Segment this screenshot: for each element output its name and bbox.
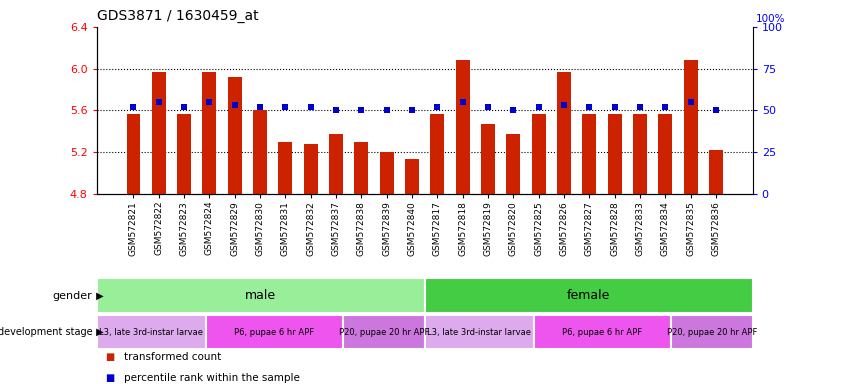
Bar [329,134,343,194]
Bar [177,114,191,194]
Text: P6, pupae 6 hr APF: P6, pupae 6 hr APF [563,328,643,337]
Bar [709,150,723,194]
Point [659,104,672,110]
Bar [481,124,495,194]
Text: ■: ■ [105,373,114,384]
Text: P20, pupae 20 hr APF: P20, pupae 20 hr APF [667,328,757,337]
Point [633,104,647,110]
Point [709,107,722,114]
Bar [97,315,206,349]
Bar [278,142,293,194]
Bar [425,278,753,313]
Bar [608,114,621,194]
Point [304,104,318,110]
Text: male: male [245,289,277,302]
Point [608,104,621,110]
Bar [557,72,571,194]
Bar [431,114,444,194]
Text: ▶: ▶ [93,327,104,337]
Bar [456,60,469,194]
Point [431,104,444,110]
Bar [253,111,267,194]
Bar [506,134,521,194]
Point [127,104,140,110]
Point [253,104,267,110]
Point [684,99,697,105]
Point [405,107,419,114]
Point [558,102,571,108]
Text: L3, late 3rd-instar larvae: L3, late 3rd-instar larvae [99,328,204,337]
Text: L3, late 3rd-instar larvae: L3, late 3rd-instar larvae [427,328,532,337]
Bar [425,315,534,349]
Bar [582,114,596,194]
Bar [670,315,753,349]
Point [278,104,292,110]
Text: gender: gender [53,291,93,301]
Point [481,104,495,110]
Text: ■: ■ [105,352,114,362]
Text: GDS3871 / 1630459_at: GDS3871 / 1630459_at [97,9,258,23]
Text: development stage: development stage [0,327,93,337]
Point [203,99,216,105]
Bar [228,77,241,194]
Bar [684,60,697,194]
Bar [126,114,140,194]
Text: 100%: 100% [755,13,785,23]
Text: transformed count: transformed count [124,352,221,362]
Point [583,104,596,110]
Bar [532,114,546,194]
Text: female: female [567,289,611,302]
Bar [203,72,216,194]
Text: P6, pupae 6 hr APF: P6, pupae 6 hr APF [235,328,315,337]
Bar [633,114,647,194]
Point [532,104,545,110]
Point [380,107,394,114]
Bar [97,278,425,313]
Text: P20, pupae 20 hr APF: P20, pupae 20 hr APF [339,328,429,337]
Text: percentile rank within the sample: percentile rank within the sample [124,373,299,384]
Bar [534,315,670,349]
Bar [304,144,318,194]
Point [152,99,166,105]
Point [456,99,469,105]
Point [355,107,368,114]
Point [177,104,191,110]
Text: ▶: ▶ [93,291,104,301]
Bar [405,159,419,194]
Point [330,107,343,114]
Bar [380,152,394,194]
Bar [152,72,166,194]
Point [228,102,241,108]
Bar [354,142,368,194]
Bar [342,315,425,349]
Point [506,107,520,114]
Bar [659,114,672,194]
Bar [206,315,342,349]
